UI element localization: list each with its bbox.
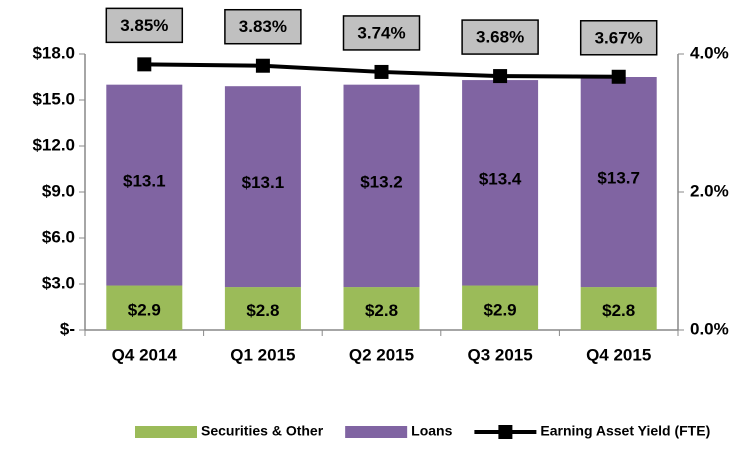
y-tick-label: $- (60, 319, 75, 338)
line-marker (493, 69, 508, 84)
y2-tick-label: 4.0% (690, 43, 729, 62)
y-tick-label: $15.0 (32, 89, 75, 108)
line-label: 3.74% (357, 23, 405, 42)
bar-label: $2.9 (484, 300, 517, 319)
line-marker (611, 69, 626, 84)
label-box (579, 20, 658, 56)
legend-label: Securities & Other (201, 423, 324, 439)
line-marker (374, 64, 389, 79)
x-tick-label: Q2 2015 (349, 345, 414, 364)
label-box (224, 8, 302, 45)
line-marker (255, 58, 270, 73)
bar-segment (580, 77, 657, 288)
y2-tick-label: 0.0% (690, 319, 729, 338)
x-tick-label: Q1 2015 (230, 345, 295, 364)
bar-segment (224, 86, 301, 288)
bar-label: $13.2 (360, 172, 403, 191)
bar-label: $2.8 (602, 301, 635, 320)
label-box (342, 15, 421, 51)
legend-label: Earning Asset Yield (FTE) (540, 423, 710, 439)
bar-segment (343, 84, 420, 288)
x-tick-label: Q3 2015 (467, 345, 532, 364)
x-tick-label: Q4 2014 (112, 345, 178, 364)
bar-label: $13.1 (242, 173, 285, 192)
y2-tick-label: 2.0% (690, 181, 729, 200)
line-label: 3.83% (239, 17, 287, 36)
bar-segment (580, 287, 657, 330)
line-label: 3.85% (120, 16, 168, 35)
label-box (105, 7, 184, 44)
bar-segment (224, 287, 301, 330)
bar-label: $2.9 (128, 300, 161, 319)
y-tick-label: $9.0 (42, 181, 75, 200)
bar-segment (462, 80, 539, 286)
bar-segment (106, 84, 183, 286)
legend-label: Loans (411, 423, 452, 439)
x-tick-label: Q4 2015 (586, 345, 651, 364)
y-tick-label: $6.0 (42, 227, 75, 246)
bar-segment (106, 285, 183, 330)
y-tick-label: $18.0 (32, 43, 75, 62)
bar-segment (343, 287, 420, 330)
y-tick-label: $3.0 (42, 273, 75, 292)
bar-label: $13.1 (123, 172, 166, 191)
y-tick-label: $12.0 (32, 135, 75, 154)
line-label: 3.67% (595, 28, 643, 47)
label-box (461, 19, 539, 55)
bar-label: $13.7 (597, 169, 640, 188)
legend-marker (498, 425, 513, 439)
bar-label: $13.4 (479, 169, 522, 188)
legend-swatch (135, 426, 197, 438)
line-marker (137, 57, 152, 72)
bar-segment (462, 285, 539, 330)
bar-label: $2.8 (365, 301, 398, 320)
legend-swatch (345, 426, 408, 438)
bar-label: $2.8 (246, 301, 279, 320)
line-label: 3.68% (476, 28, 524, 47)
